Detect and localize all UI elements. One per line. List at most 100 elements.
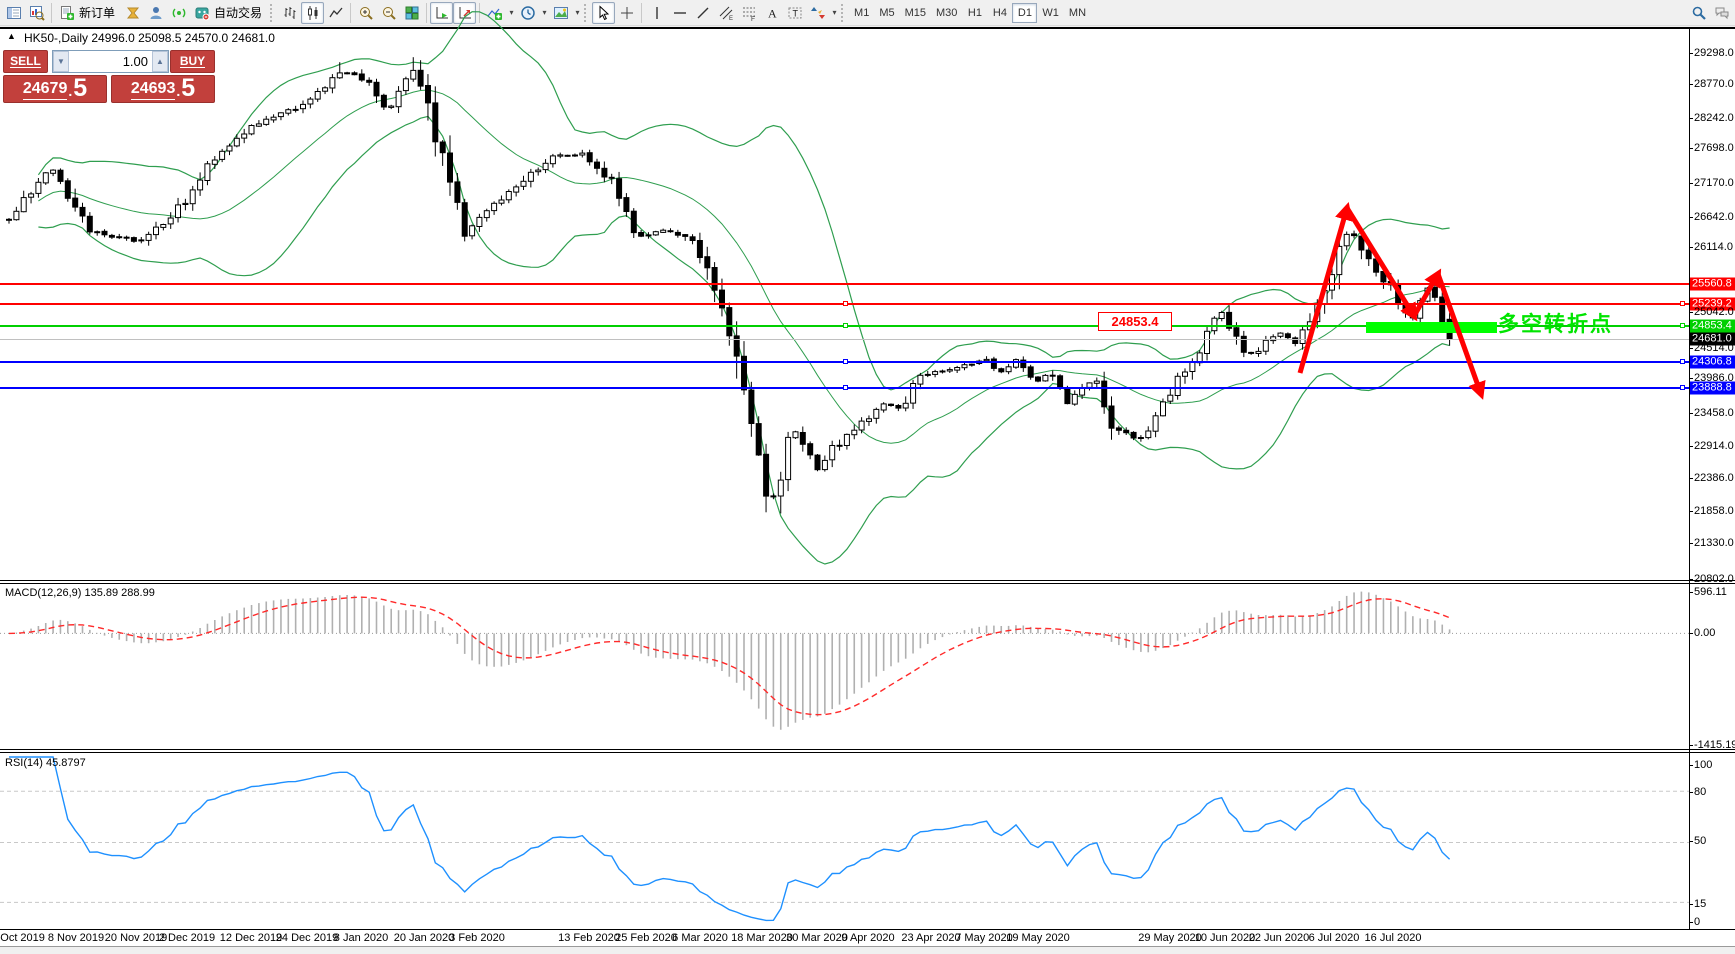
signals-button[interactable] [167,2,190,24]
macd-values: 135.89 288.99 [84,587,155,599]
rsi-indicator-label: RSI(14) 45.8797 [5,757,86,769]
metaeditor-button[interactable] [121,2,144,24]
autotrading-label[interactable]: 自动交易 [214,6,263,20]
new-order-label[interactable]: 新订单 [79,6,116,20]
experts-button[interactable] [144,2,167,24]
line-anchor[interactable] [1680,323,1685,328]
timeframe-h1[interactable]: H1 [967,6,982,19]
horizontal-line-25560.8[interactable] [0,283,1689,285]
search-icon [1692,6,1706,20]
date-label: 6 Jul 2020 [1308,932,1360,944]
autotrading-button[interactable] [190,2,213,24]
label-tool-button[interactable]: T [783,2,806,24]
pane-separator[interactable] [0,580,1735,581]
autotrading-icon [195,7,210,20]
axis-tick-dash [1689,478,1693,479]
pivot-highlight-rectangle[interactable] [1366,322,1497,333]
chat-button[interactable] [1710,2,1733,24]
indicators-dropdown-arrow[interactable]: ▾ [509,8,514,17]
sell-button[interactable]: SELL [3,50,48,73]
window-bottom-border [0,946,1735,947]
date-label: 20 Jan 2020 [393,932,455,944]
zoom-in-button[interactable] [354,2,377,24]
axis-tick-label: 50 [1694,835,1707,847]
templates-button[interactable] [549,2,572,24]
date-label: 20 Nov 2019 [104,932,168,944]
line-anchor[interactable] [1680,359,1685,364]
templates-dropdown-arrow[interactable]: ▾ [575,8,580,17]
volume-input[interactable] [69,54,152,69]
cursor-tool-button[interactable] [592,1,616,24]
timeframe-mn[interactable]: MN [1068,6,1087,19]
timeframe-w1[interactable]: W1 [1042,6,1059,19]
trendline-tool-button[interactable] [691,2,714,24]
arrows-dropdown-arrow[interactable]: ▾ [832,8,837,17]
line-anchor[interactable] [843,385,848,390]
oneclick-collapse-icon[interactable]: ▲ [7,31,16,41]
axis-tick-dash [1689,922,1693,923]
line-anchor[interactable] [1680,385,1685,390]
trendline-icon [697,7,709,18]
timeframe-m5[interactable]: M5 [879,6,895,19]
volume-decrease-button[interactable]: ▼ [53,51,69,72]
indicators-button[interactable] [483,2,506,24]
sell-price-button[interactable]: 24679 . 5 [3,75,107,103]
volume-increase-button[interactable]: ▲ [152,51,168,72]
price-tag-label[interactable]: 24853.4 [1098,312,1172,331]
chart-preview-button[interactable] [25,2,48,24]
new-order-button[interactable] [55,2,78,24]
axis-tick-label: -1415.19 [1694,739,1735,751]
timeframe-h4[interactable]: H4 [992,6,1007,19]
timeframe-d1[interactable]: D1 [1012,2,1038,23]
date-label: 30 Mar 2020 [786,932,848,944]
line-anchor[interactable] [1680,301,1685,306]
auto-scroll-button[interactable] [430,1,454,24]
chat-icon [1715,7,1728,19]
line-chart-icon [328,7,343,17]
text-tool-button[interactable]: A [760,2,783,24]
bar-chart-button[interactable] [278,2,301,24]
axis-tick-dash [1689,118,1693,119]
line-chart-button[interactable] [324,2,347,24]
timeframe-m30[interactable]: M30 [936,6,958,19]
channel-tool-button[interactable]: E [714,2,737,24]
timeframe-m1[interactable]: M1 [854,6,870,19]
periods-dropdown-arrow[interactable]: ▾ [542,8,547,17]
chart-background[interactable] [0,29,1735,946]
charts-panel-icon-button[interactable] [2,2,25,24]
new-order-icon [60,5,74,20]
horizontal-line-tool-button[interactable] [668,2,691,24]
date-label: 25 Feb 2020 [615,932,677,944]
horizontal-line-24681.0[interactable] [0,338,1689,340]
buy-price-button[interactable]: 24693 . 5 [111,75,215,103]
axis-tick-dash [1689,511,1693,512]
vertical-line-tool-button[interactable] [645,2,668,24]
chart-shift-button[interactable] [453,1,477,24]
search-button[interactable] [1687,2,1710,24]
sell-price-dot: . [68,83,73,99]
periods-button[interactable] [516,2,539,24]
line-anchor[interactable] [843,323,848,328]
line-anchor[interactable] [843,359,848,364]
pivot-annotation-text[interactable]: 多空转折点 [1498,313,1613,336]
axis-tick-dash [1689,446,1693,447]
pane-separator[interactable] [0,583,1735,584]
fibonacci-tool-button[interactable]: F [737,2,760,24]
pane-separator[interactable] [0,752,1735,753]
timeframe-m15[interactable]: M15 [904,6,926,19]
toolbar-grip[interactable] [584,3,588,22]
zoom-out-button[interactable] [377,2,400,24]
sell-price-main: 24679 [22,79,68,100]
buy-button[interactable]: BUY [170,50,215,73]
crosshair-tool-button[interactable] [615,2,638,24]
candlestick-chart-button[interactable] [301,1,325,24]
tile-windows-button[interactable] [400,2,423,24]
experts-icon [150,6,162,19]
date-label: 13 Feb 2020 [558,932,620,944]
arrows-tool-button[interactable] [806,2,829,24]
toolbar-grip[interactable] [841,3,845,22]
pane-separator[interactable] [0,749,1735,750]
date-label: 9 Oct 2019 [0,932,45,944]
line-anchor[interactable] [843,301,848,306]
toolbar-grip[interactable] [270,3,274,22]
